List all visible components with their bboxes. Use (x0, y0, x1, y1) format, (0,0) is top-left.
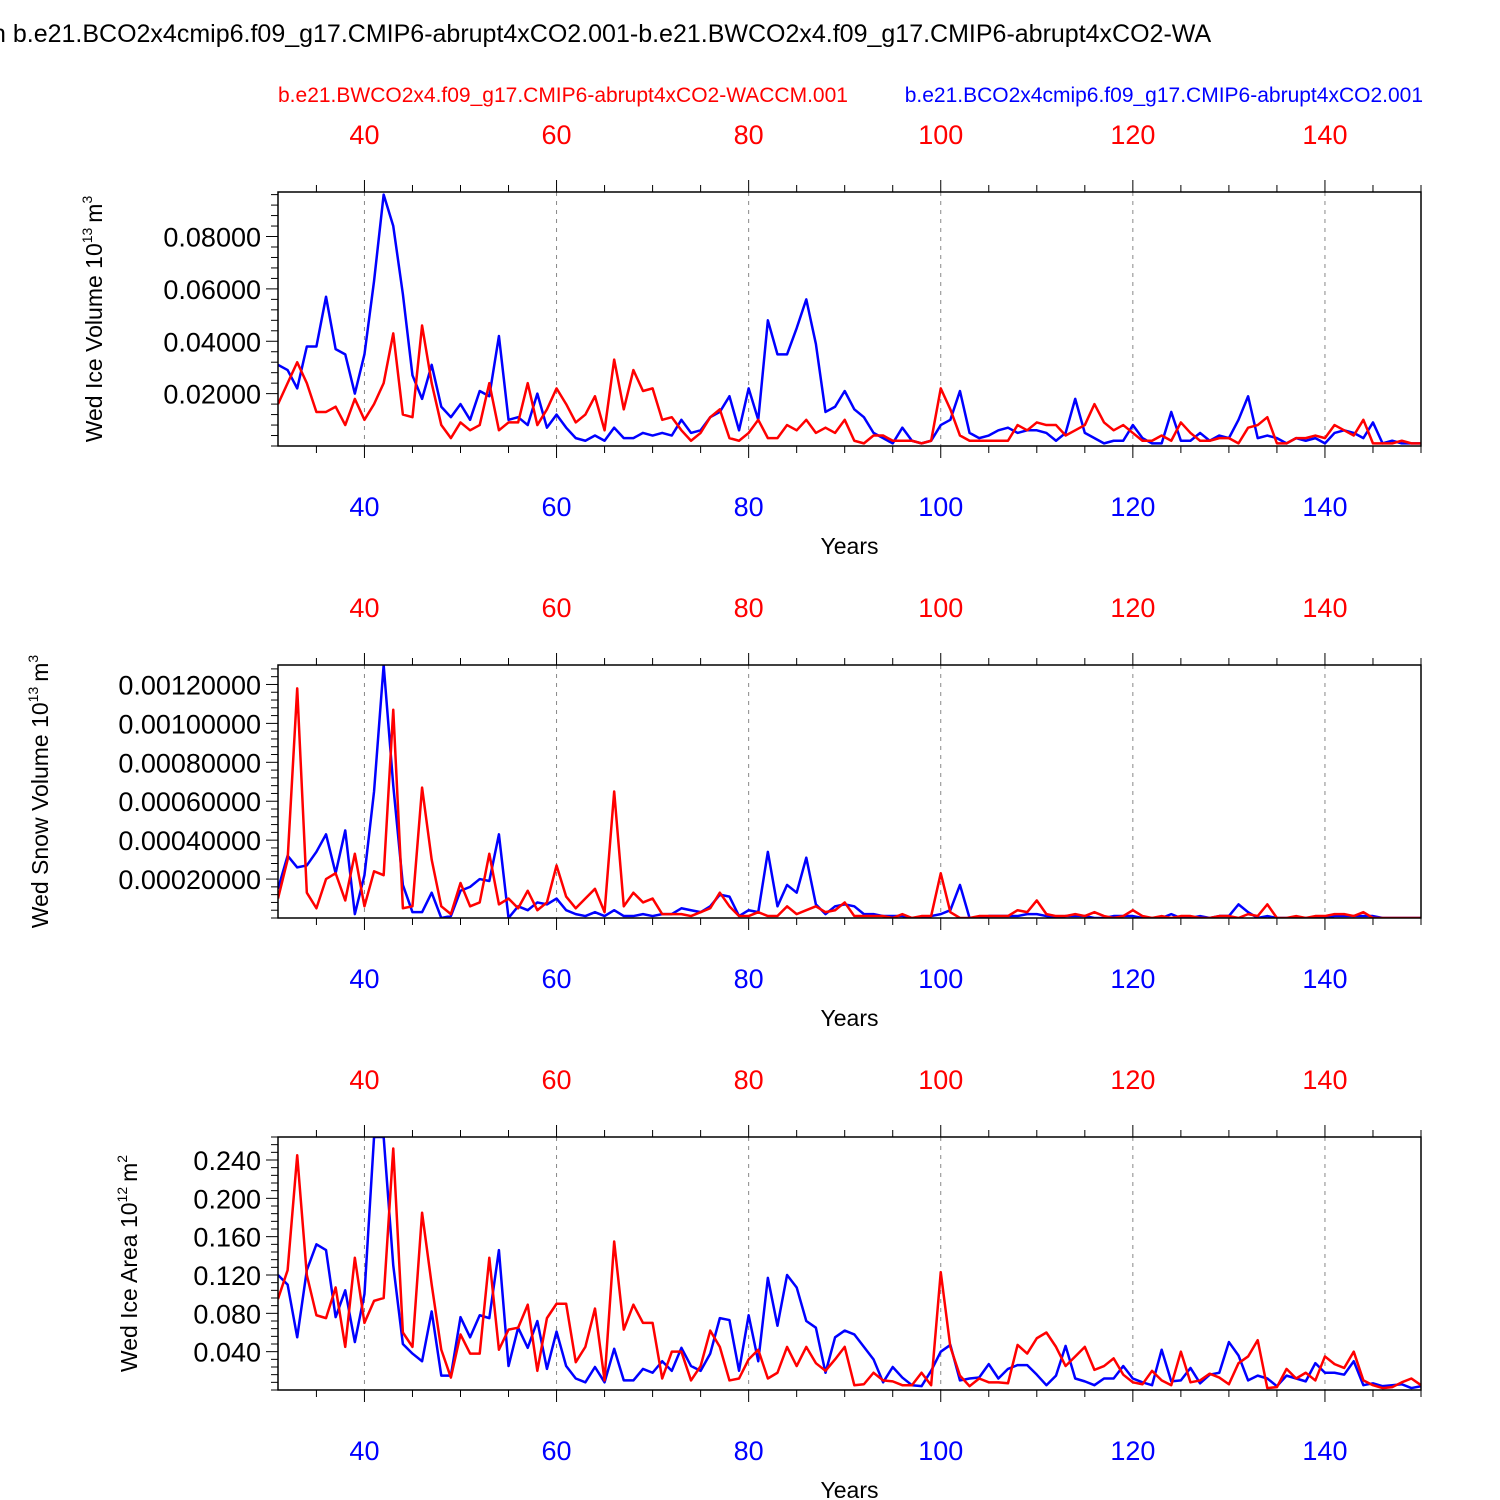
x-tick-label-bottom: 80 (734, 964, 764, 994)
y-tick-label: 0.02000 (163, 380, 261, 410)
data-area (278, 193, 1421, 445)
x-tick-label-bottom: 80 (734, 1436, 764, 1466)
page-title: n b.e21.BCO2x4cmip6.f09_g17.CMIP6-abrupt… (0, 20, 1212, 48)
y-tick-label: 0.08000 (163, 223, 261, 253)
x-tick-label-top: 40 (349, 593, 379, 623)
data-area (278, 1137, 1421, 1390)
panel-1: 0.02000 0.04000 0.06000 0.08000 40 40 60 60 80 80… (79, 120, 1422, 559)
x-tick-label-top: 100 (918, 120, 963, 150)
y-tick-label: 0.240 (193, 1146, 261, 1176)
plot-frame (277, 664, 1422, 919)
x-tick-label-bottom: 80 (734, 492, 764, 522)
x-tick-label-top: 120 (1110, 1065, 1155, 1095)
x-tick-label-bottom: 40 (349, 964, 379, 994)
y-tick-label: 0.00080000 (118, 748, 261, 778)
y-tick-label: 0.00100000 (118, 709, 261, 739)
series-line-red (278, 1147, 1421, 1390)
x-tick-label-bottom: 120 (1110, 964, 1155, 994)
y-tick-label: 0.06000 (163, 275, 261, 305)
x-tick-label-top: 40 (349, 1065, 379, 1095)
x-tick-label-bottom: 40 (349, 1436, 379, 1466)
series-line-blue (278, 193, 1421, 445)
plot-frame (277, 1136, 1422, 1391)
x-tick-label-top: 60 (542, 593, 572, 623)
x-tick-label-bottom: 140 (1302, 1436, 1347, 1466)
series-line-blue (278, 665, 1421, 918)
panel-3: 0.040 0.080 0.120 0.160 0.200 0.240 40 40 60 60 80… (114, 1065, 1422, 1500)
y-tick-label: 0.00060000 (118, 787, 261, 817)
panel-2: 0.00020000 0.00040000 0.00060000 0.00080000… (25, 593, 1422, 1031)
y-tick-label: 0.00120000 (118, 670, 261, 700)
x-tick-label-bottom: 120 (1110, 492, 1155, 522)
y-tick-label: 0.160 (193, 1223, 261, 1253)
x-axis-title: Years (821, 533, 879, 559)
x-tick-label-bottom: 60 (542, 964, 572, 994)
y-tick-label: 0.200 (193, 1184, 261, 1214)
series-line-red (278, 324, 1421, 445)
x-tick-label-top: 60 (542, 1065, 572, 1095)
y-tick-label: 0.080 (193, 1299, 261, 1329)
legend-blue-label: b.e21.BCO2x4cmip6.f09_g17.CMIP6-abrupt4x… (905, 84, 1423, 107)
legend-red-label: b.e21.BWCO2x4.f09_g17.CMIP6-abrupt4xCO2-… (278, 84, 848, 107)
x-tick-label-top: 40 (349, 120, 379, 150)
x-tick-label-bottom: 140 (1302, 492, 1347, 522)
x-axis-title: Years (821, 1005, 879, 1031)
x-tick-label-top: 120 (1110, 593, 1155, 623)
y-tick-label: 0.120 (193, 1261, 261, 1291)
x-tick-label-top: 140 (1302, 1065, 1347, 1095)
series-line-blue (278, 1137, 1421, 1390)
x-tick-label-bottom: 60 (542, 492, 572, 522)
x-tick-label-top: 60 (542, 120, 572, 150)
data-area (278, 665, 1421, 918)
x-tick-label-bottom: 100 (918, 492, 963, 522)
series-line-red (278, 687, 1421, 918)
x-tick-label-bottom: 140 (1302, 964, 1347, 994)
y-axis-title: Wed Snow Volume 1013m3 (25, 655, 53, 929)
y-axis-title: Wed Ice Area 1012m2 (114, 1155, 142, 1372)
x-tick-label-bottom: 100 (918, 1436, 963, 1466)
y-axis-title: Wed Ice Volume 1013m3 (79, 196, 107, 443)
x-axis-title: Years (821, 1477, 879, 1500)
x-tick-label-top: 100 (918, 1065, 963, 1095)
y-tick-label: 0.00020000 (118, 865, 261, 895)
x-tick-label-bottom: 100 (918, 964, 963, 994)
y-tick-label: 0.00040000 (118, 826, 261, 856)
x-tick-label-top: 80 (734, 1065, 764, 1095)
x-tick-label-top: 80 (734, 120, 764, 150)
x-tick-label-bottom: 120 (1110, 1436, 1155, 1466)
x-tick-label-top: 140 (1302, 593, 1347, 623)
y-tick-label: 0.040 (193, 1338, 261, 1368)
y-tick-label: 0.04000 (163, 327, 261, 357)
x-tick-label-top: 140 (1302, 120, 1347, 150)
x-tick-label-bottom: 40 (349, 492, 379, 522)
x-tick-label-top: 120 (1110, 120, 1155, 150)
x-tick-label-bottom: 60 (542, 1436, 572, 1466)
x-tick-label-top: 100 (918, 593, 963, 623)
plot-frame (277, 191, 1422, 447)
x-tick-label-top: 80 (734, 593, 764, 623)
